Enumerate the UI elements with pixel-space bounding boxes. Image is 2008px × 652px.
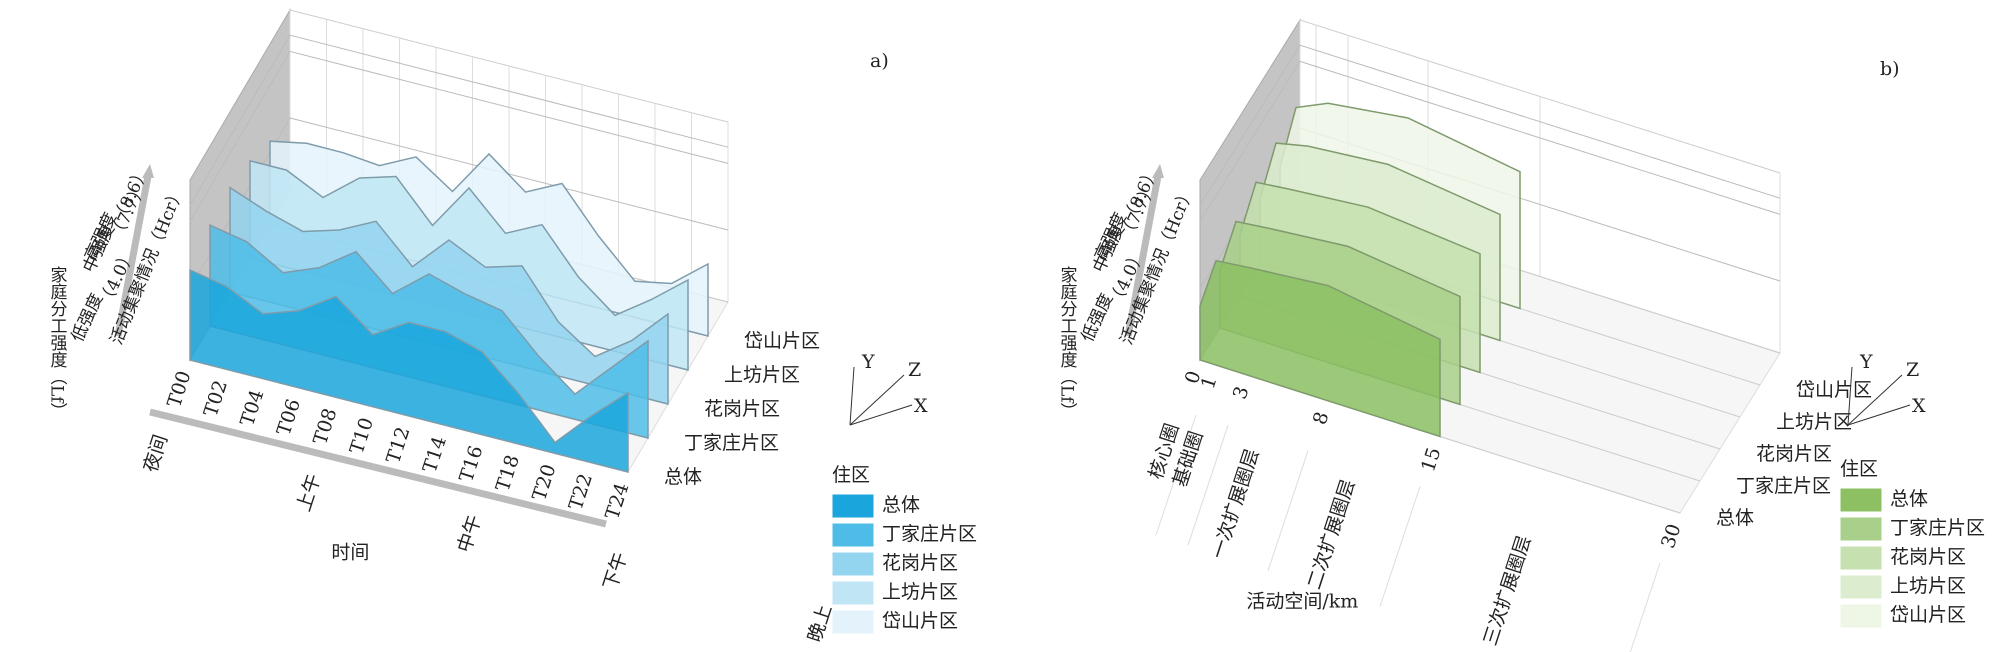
panel-label: a) — [870, 50, 889, 72]
y-axis-bar — [1124, 175, 1162, 337]
icon-label: Y — [861, 351, 875, 373]
period-label: 上午 — [293, 471, 326, 514]
legend-label: 丁家庄片区 — [1890, 517, 1985, 539]
y-axis-outer-title: 家庭分工强度（Lf） — [47, 266, 68, 420]
series-label: 丁家庄片区 — [1736, 475, 1831, 497]
zone-divider — [1379, 486, 1421, 607]
legend-swatch — [1839, 487, 1883, 513]
legend-label: 花岗片区 — [1890, 546, 1966, 568]
x-tick-label: T20 — [528, 462, 560, 504]
y-axis-arrow — [142, 164, 154, 178]
x-tick-label: 3 — [1229, 384, 1254, 402]
icon-label: Z — [908, 359, 921, 381]
legend-swatch — [1839, 516, 1883, 542]
legend-swatch — [831, 551, 875, 577]
series-label: 总体 — [1716, 507, 1754, 529]
series-label: 岱山片区 — [1796, 379, 1872, 401]
series-label: 花岗片区 — [704, 398, 780, 420]
icon-axis — [849, 404, 913, 426]
x-tick-label: 8 — [1309, 409, 1334, 427]
x-tick-label: T08 — [309, 406, 341, 448]
legend-swatch — [1839, 603, 1883, 629]
legend-swatch — [831, 493, 875, 519]
legend-label: 花岗片区 — [882, 552, 958, 574]
zone-divider — [1629, 562, 1661, 652]
grid-line — [189, 34, 729, 206]
legend-label: 岱山片区 — [882, 610, 958, 632]
series-label: 花岗片区 — [1756, 443, 1832, 465]
panel-label: b) — [1880, 58, 1900, 80]
zone-divider — [1155, 414, 1197, 536]
legend-label: 岱山片区 — [1890, 604, 1966, 626]
x-tick-label: T18 — [492, 452, 524, 494]
legend-swatch — [1839, 545, 1883, 571]
x-axis-title: 时间 — [331, 542, 369, 564]
legend-label: 总体 — [1890, 488, 1928, 510]
zone-divider — [1267, 450, 1309, 571]
legend-title: 住区 — [832, 464, 870, 486]
legend-swatch — [831, 580, 875, 606]
grid-line — [1199, 60, 1781, 222]
legend-title: 住区 — [1840, 458, 1878, 480]
series-label: 上坊片区 — [1776, 411, 1852, 433]
x-tick-label: T10 — [346, 415, 378, 457]
period-label: 夜间 — [139, 432, 172, 475]
x-tick-label: T14 — [419, 434, 451, 476]
legend-label: 丁家庄片区 — [882, 523, 977, 545]
series-label: 总体 — [664, 466, 702, 488]
area — [1199, 259, 1441, 438]
y-axis-outer-title: 家庭分工强度（Lf） — [1057, 266, 1078, 420]
y-axis-bar — [114, 175, 152, 337]
zone-divider — [1187, 425, 1229, 546]
legend-swatch — [831, 522, 875, 548]
x-tick-label: T06 — [273, 396, 305, 438]
zone-label: 一次扩展圈层 — [1207, 446, 1263, 561]
series-label: 上坊片区 — [724, 364, 800, 386]
x-tick-label: 15 — [1417, 445, 1445, 475]
period-label: 中午 — [453, 512, 486, 555]
zone-label: 二次扩展圈层 — [1303, 477, 1359, 592]
x-axis-title: 活动空间/km — [1246, 591, 1358, 613]
grid-line — [1199, 44, 1781, 206]
icon-axis — [849, 374, 905, 426]
legend-swatch — [1839, 574, 1883, 600]
period-label: 下午 — [599, 550, 632, 593]
icon-label: Y — [1859, 351, 1873, 373]
x-tick-label: 30 — [1657, 521, 1685, 551]
legend-label: 总体 — [882, 494, 920, 516]
legend-swatch — [831, 609, 875, 635]
x-tick-label: T00 — [163, 368, 195, 410]
legend-label: 上坊片区 — [882, 581, 958, 603]
legend-label: 上坊片区 — [1890, 575, 1966, 597]
x-tick-label: 1 — [1197, 373, 1222, 391]
x-tick-label: T24 — [601, 480, 633, 522]
icon-label: X — [914, 395, 928, 417]
icon-label: Z — [1906, 359, 1919, 381]
y-level-label: 低强度 — [1078, 290, 1118, 345]
x-tick-label: T04 — [236, 387, 268, 429]
x-tick-label: T22 — [565, 471, 597, 513]
icon-axis — [1847, 404, 1911, 426]
y-level-label: 低强度 — [68, 290, 108, 345]
icon-label: X — [1912, 395, 1926, 417]
zone-label: 三次扩展圈层 — [1479, 533, 1535, 648]
icon-axis — [849, 366, 855, 426]
x-tick-label: T16 — [455, 443, 487, 485]
series-label: 丁家庄片区 — [684, 432, 779, 454]
area — [189, 268, 629, 473]
icon-axis — [1847, 374, 1903, 426]
x-tick-label: T02 — [200, 378, 232, 420]
series-label: 岱山片区 — [744, 330, 820, 352]
x-axis-bar — [149, 408, 607, 528]
y-axis-arrow — [1152, 164, 1164, 178]
icon-axis — [1847, 366, 1853, 426]
x-tick-label: T12 — [382, 424, 414, 466]
grid-line — [189, 50, 729, 222]
